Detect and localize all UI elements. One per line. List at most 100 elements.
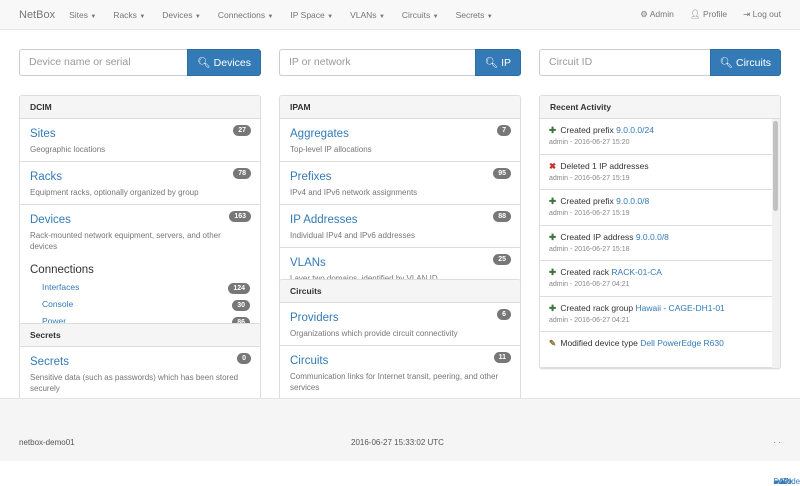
list-item-aggregates: Aggregates 7 Top-level IP allocations bbox=[280, 119, 520, 162]
count-badge: 124 bbox=[228, 283, 250, 294]
activity-meta: admin - 2016-06-27 15:19 bbox=[549, 210, 630, 217]
profile-link[interactable]: 👤︎ Profile bbox=[690, 9, 727, 20]
admin-link[interactable]: ⚙ Admin bbox=[640, 9, 674, 20]
connection-interfaces: Interfaces 124 bbox=[30, 279, 250, 296]
connections-title: Connections bbox=[30, 264, 94, 276]
activity-list[interactable]: ✚ Created prefix 9.0.0.0/24 admin - 2016-… bbox=[540, 119, 780, 368]
circuits-panel: Circuits Providers 6 Organizations which p… bbox=[279, 279, 521, 400]
item-link[interactable]: VLANs bbox=[290, 257, 326, 269]
activity-link[interactable]: RACK-01-CA bbox=[611, 267, 662, 277]
item-link[interactable]: Secrets bbox=[30, 356, 69, 368]
list-item-prefixes: Prefixes 95 IPv4 and IPv6 network assignme… bbox=[280, 162, 520, 205]
list-item-secrets: Secrets 0 Sensitive data (such as password… bbox=[20, 347, 260, 400]
connection-console: Console 30 bbox=[30, 296, 250, 313]
activity-item: ✚ Created rack group Hawaii - CAGE-DH1-0… bbox=[540, 297, 780, 332]
count-badge: 95 bbox=[493, 168, 511, 179]
list-item-circuits: Circuits 11 Communication links for Intern… bbox=[280, 346, 520, 399]
brand-logo[interactable]: NetBox bbox=[19, 8, 56, 21]
list-item-providers: Providers 6 Organizations which provide ci… bbox=[280, 303, 520, 346]
recent-activity-panel: Recent Activity ✚ Created prefix 9.0.0.0… bbox=[539, 95, 781, 369]
count-badge: 0 bbox=[237, 353, 251, 364]
activity-link[interactable]: 9.0.0.0/24 bbox=[616, 125, 654, 135]
count-badge: 27 bbox=[233, 125, 251, 136]
item-link[interactable]: Racks bbox=[30, 171, 62, 183]
item-description: Sensitive data (such as passwords) which… bbox=[30, 373, 239, 393]
caret-down-icon: ▼ bbox=[432, 13, 439, 20]
activity-item: ✎ Modified device type Dell PowerEdge R6… bbox=[540, 332, 780, 368]
activity-item: ✚ Created IP address 9.0.0.0/8 admin - 20… bbox=[540, 226, 780, 261]
activity-link[interactable]: Hawaii - CAGE-DH1-01 bbox=[635, 302, 725, 313]
scrollbar-thumb[interactable] bbox=[773, 121, 778, 211]
count-badge: 30 bbox=[232, 300, 250, 311]
list-item-racks: Racks 78 Equipment racks, optionally organ… bbox=[20, 162, 260, 205]
panel-heading: Secrets bbox=[20, 324, 260, 347]
activity-link[interactable]: Dell PowerEdge R630 bbox=[640, 338, 724, 348]
activity-text: Created rack group bbox=[560, 302, 636, 313]
search-icon: 🔍︎ bbox=[719, 57, 734, 69]
plus-icon: ✚ bbox=[549, 125, 557, 135]
item-link[interactable]: Sites bbox=[30, 128, 56, 140]
user-icon: 👤︎ bbox=[689, 9, 701, 19]
activity-link[interactable]: 9.0.0.0/8 bbox=[616, 196, 650, 206]
count-badge: 6 bbox=[497, 309, 511, 320]
ip-search-input[interactable] bbox=[279, 49, 475, 76]
circuit-search-input[interactable] bbox=[539, 49, 710, 76]
activity-meta: admin - 2016-06-27 15:18 bbox=[549, 245, 630, 253]
nav-menu-secrets[interactable]: Secrets ▼ bbox=[456, 10, 493, 20]
connection-link[interactable]: Console bbox=[42, 299, 74, 309]
server-time: 2016-06-27 15:33:02 UTC bbox=[351, 438, 444, 447]
item-link[interactable]: IP Addresses bbox=[290, 214, 358, 226]
hostname: netbox-demo01 bbox=[19, 438, 75, 447]
connections-item: Connections Interfaces 124 Console 30 Power 8… bbox=[20, 258, 260, 336]
item-link[interactable]: Providers bbox=[290, 312, 339, 324]
activity-item: ✚ Created prefix 9.0.0.0/8 admin - 2016-0… bbox=[540, 190, 780, 226]
item-description: IPv4 and IPv6 network assignments bbox=[290, 188, 418, 197]
activity-link[interactable]: 9.0.0.0/8 bbox=[635, 231, 669, 242]
nav-menu-sites[interactable]: Sites ▼ bbox=[69, 10, 96, 20]
panel-heading: Recent Activity bbox=[540, 96, 780, 119]
item-link[interactable]: Prefixes bbox=[290, 171, 332, 183]
device-search-input[interactable] bbox=[19, 49, 188, 76]
item-link[interactable]: Circuits bbox=[290, 355, 329, 367]
item-description: Rack-mounted network equipment, servers,… bbox=[30, 231, 221, 251]
caret-down-icon: ▼ bbox=[486, 13, 493, 20]
panel-heading: IPAM bbox=[280, 96, 520, 119]
plus-icon: ✚ bbox=[549, 267, 557, 277]
activity-meta: admin - 2016-06-27 15:20 bbox=[549, 139, 630, 146]
item-link[interactable]: Devices bbox=[30, 214, 71, 226]
menu-label: Racks bbox=[113, 9, 137, 20]
nav-menu-connections[interactable]: Connections ▼ bbox=[218, 10, 274, 20]
button-label: IP bbox=[501, 57, 511, 69]
count-badge: 78 bbox=[233, 168, 251, 179]
logout-link[interactable]: ⇥ Log out bbox=[743, 9, 781, 20]
panel-heading: DCIM bbox=[20, 96, 260, 119]
nav-menu-vlans[interactable]: VLANs ▼ bbox=[350, 10, 385, 20]
device-search: Device name or serial 🔍︎ Devices bbox=[19, 49, 261, 76]
connection-link[interactable]: Interfaces bbox=[42, 282, 80, 292]
count-badge: 7 bbox=[497, 125, 511, 136]
navbar: NetBox Sites ▼ Racks ▼ Devices ▼ Connection… bbox=[0, 0, 800, 30]
item-link[interactable]: Aggregates bbox=[290, 128, 349, 140]
connection-power: Power 86 bbox=[30, 313, 250, 330]
nav-menu-devices[interactable]: Devices ▼ bbox=[162, 10, 201, 20]
list-item-sites: Sites 27 Geographic locations bbox=[20, 119, 260, 162]
nav-menu-racks[interactable]: Racks ▼ bbox=[113, 10, 145, 20]
nav-menu-ip-space[interactable]: IP Space ▼ bbox=[290, 10, 333, 20]
list-item-devices: Devices 163 Rack-mounted network equipment… bbox=[20, 205, 260, 258]
caret-down-icon: ▼ bbox=[90, 13, 97, 20]
admin-label: Admin bbox=[649, 9, 674, 19]
menu-label: Secrets bbox=[455, 9, 485, 20]
circuit-search-button[interactable]: 🔍︎ Circuits bbox=[709, 49, 781, 76]
connection-link[interactable]: Power bbox=[42, 316, 67, 326]
activity-item: ✚ Created rack RACK-01-CA admin - 2016-06… bbox=[540, 261, 780, 297]
device-search-button[interactable]: 🔍︎ Devices bbox=[187, 49, 261, 76]
scrollbar[interactable] bbox=[772, 119, 780, 368]
activity-text: Created IP address bbox=[560, 231, 636, 242]
button-label: Circuits bbox=[735, 57, 771, 69]
nav-menu-circuits[interactable]: Circuits ▼ bbox=[402, 10, 439, 20]
search-icon: 🔍︎ bbox=[197, 57, 211, 69]
count-badge: 88 bbox=[493, 211, 511, 222]
item-description: Top-level IP allocations bbox=[290, 145, 372, 154]
logout-label: Log out bbox=[752, 9, 781, 19]
ip-search-button[interactable]: 🔍︎ IP bbox=[474, 49, 521, 76]
